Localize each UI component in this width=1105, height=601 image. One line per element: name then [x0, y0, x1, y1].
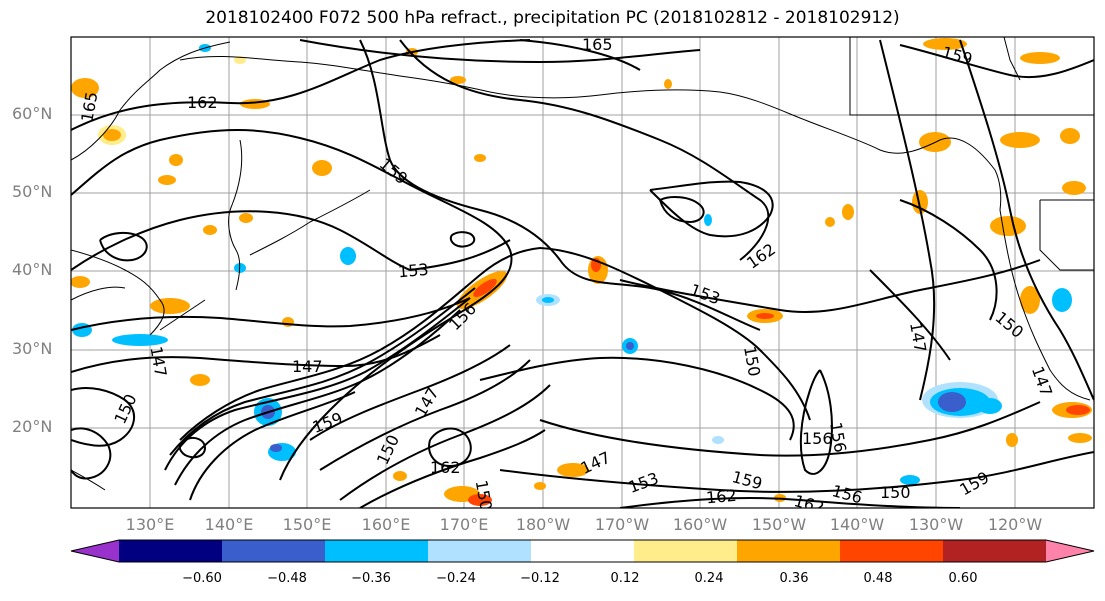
colorbar-segment — [943, 540, 1047, 562]
colorbar-tick-label: −0.48 — [267, 571, 307, 586]
lon-label-160e: 160°E — [361, 515, 411, 534]
colorbar-segment — [325, 540, 429, 562]
colorbar-segment — [71, 540, 119, 562]
lat-label-40n: 40°N — [12, 260, 53, 279]
colorbar-tick-label: −0.12 — [520, 571, 560, 586]
lon-label-180w: 180°W — [515, 515, 571, 534]
colorbar-tick-label: 0.60 — [948, 571, 978, 586]
svg-text:150: 150 — [880, 483, 911, 502]
colorbar-segment — [1046, 540, 1094, 562]
map-frame — [70, 36, 1095, 509]
colorbar-segment — [840, 540, 944, 562]
lon-label-150w: 150°W — [751, 515, 807, 534]
lon-label-170w: 170°W — [594, 515, 650, 534]
svg-text:153: 153 — [397, 260, 429, 282]
lon-label-130e: 130°E — [125, 515, 175, 534]
colorbar-outline — [70, 539, 1095, 563]
lon-label-130w: 130°W — [908, 515, 964, 534]
svg-text:162: 162 — [187, 93, 218, 112]
colorbar-tick-label: 0.48 — [863, 571, 893, 586]
colorbar-segment — [634, 540, 738, 562]
refractivity-contours — [71, 39, 1094, 508]
colorbar-segment — [119, 540, 223, 562]
lat-label-50n: 50°N — [12, 182, 53, 201]
colorbar-tick-label: −0.24 — [436, 571, 476, 586]
colorbar-tick-label: −0.60 — [182, 571, 222, 586]
precip-patches — [71, 38, 1092, 506]
colorbar-tick-label: 0.36 — [779, 571, 809, 586]
svg-text:156: 156 — [802, 429, 833, 448]
lat-label-60n: 60°N — [12, 104, 53, 123]
svg-text:150: 150 — [472, 479, 496, 512]
colorbar-segment — [531, 540, 635, 562]
lon-label-140e: 140°E — [204, 515, 254, 534]
lat-label-20n: 20°N — [12, 417, 53, 436]
svg-text:147: 147 — [292, 357, 323, 376]
lon-label-150e: 150°E — [282, 515, 332, 534]
lat-label-30n: 30°N — [12, 339, 53, 358]
svg-text:162: 162 — [705, 486, 737, 508]
colorbar-tick-label: 0.12 — [610, 571, 640, 586]
svg-text:162: 162 — [430, 458, 461, 477]
colorbar-segment — [428, 540, 532, 562]
lon-label-120w: 120°W — [987, 515, 1043, 534]
lon-label-140w: 140°W — [829, 515, 885, 534]
colorbar-segment — [737, 540, 841, 562]
colorbar — [70, 539, 1095, 563]
lon-label-170e: 170°E — [439, 515, 489, 534]
colorbar-segment — [222, 540, 326, 562]
svg-text:165: 165 — [582, 35, 613, 54]
lon-label-160w: 160°W — [672, 515, 728, 534]
map-title: 2018102400 F072 500 hPa refract., precip… — [205, 8, 900, 28]
colorbar-tick-label: 0.24 — [694, 571, 724, 586]
colorbar-tick-label: −0.36 — [351, 571, 391, 586]
